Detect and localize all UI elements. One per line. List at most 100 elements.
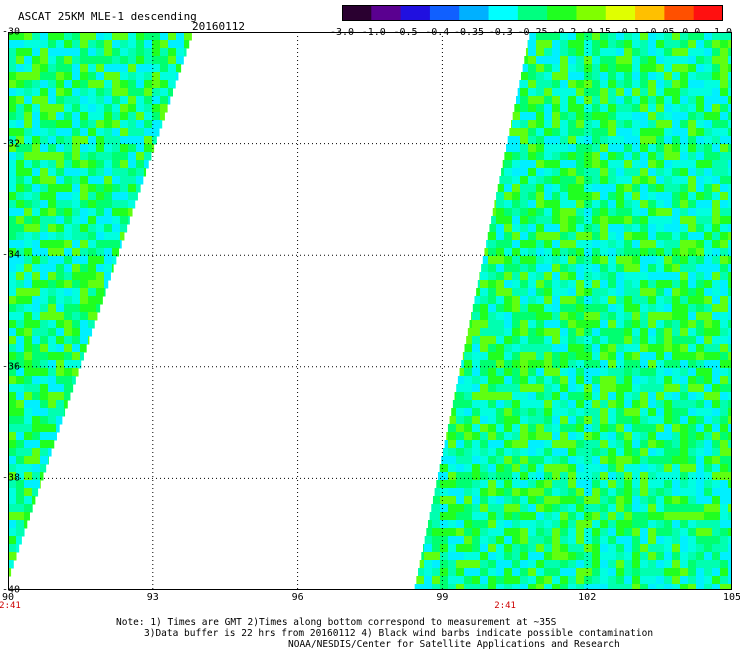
swath-cell — [32, 72, 41, 81]
swath-cell — [648, 232, 657, 241]
swath-cell — [608, 304, 617, 313]
swath-cell — [88, 296, 97, 305]
swath-cell — [616, 392, 625, 401]
swath-cell — [496, 192, 505, 201]
swath-cell — [456, 456, 465, 465]
swath-cell — [426, 528, 433, 537]
swath-cell — [624, 184, 633, 193]
swath-cell — [624, 216, 633, 225]
swath-cell — [696, 136, 705, 145]
swath-cell — [720, 208, 729, 217]
swath-cell — [128, 128, 137, 137]
swath-cell — [536, 464, 545, 473]
swath-cell — [656, 232, 665, 241]
swath-cell — [104, 56, 113, 65]
swath-cell — [464, 360, 473, 369]
swath-cell — [8, 392, 17, 401]
swath-cell — [24, 56, 33, 65]
swath-cell — [120, 184, 129, 193]
swath-cell — [517, 88, 521, 97]
swath-cell — [672, 336, 681, 345]
swath-cell — [72, 376, 76, 385]
swath-cell — [584, 496, 593, 505]
swath-cell — [656, 304, 665, 313]
swath-cell — [520, 440, 529, 449]
swath-cell — [536, 208, 545, 217]
swath-cell — [8, 192, 17, 201]
longitude-label: 93 — [146, 592, 159, 603]
swath-cell — [48, 200, 57, 209]
swath-cell — [704, 248, 713, 257]
swath-cell — [536, 488, 545, 497]
swath-cell — [536, 112, 545, 121]
swath-cell — [16, 472, 25, 481]
swath-cell — [688, 32, 697, 41]
swath-cell — [424, 584, 433, 590]
swath-cell — [104, 88, 113, 97]
colorbar-swatch — [605, 5, 636, 21]
colorbar — [342, 5, 723, 21]
swath-cell — [600, 160, 609, 169]
swath-cell — [48, 392, 57, 401]
swath-cell — [592, 48, 601, 57]
swath-cell — [696, 512, 705, 521]
swath-cell — [152, 96, 161, 105]
swath-cell — [120, 216, 129, 225]
swath-cell — [712, 176, 721, 185]
swath-cell — [32, 448, 41, 457]
swath-cell — [608, 48, 617, 57]
swath-cell — [64, 328, 73, 337]
swath-cell — [584, 328, 593, 337]
swath-cell — [144, 56, 153, 65]
swath-cell — [688, 528, 697, 537]
swath-cell — [40, 176, 49, 185]
swath-cell — [696, 488, 705, 497]
swath-cell — [96, 280, 105, 289]
swath-cell — [552, 488, 561, 497]
swath-cell — [688, 304, 697, 313]
swath-cell — [480, 368, 489, 377]
swath-cell — [600, 336, 609, 345]
swath-cell — [496, 272, 505, 281]
swath-cell — [616, 48, 625, 57]
swath-cell — [40, 72, 49, 81]
swath-cell — [32, 88, 41, 97]
swath-cell — [704, 464, 713, 473]
swath-cell — [624, 136, 633, 145]
swath-cell — [552, 256, 561, 265]
swath-cell — [104, 104, 113, 113]
swath-cell — [16, 480, 25, 489]
swath-cell — [656, 392, 665, 401]
swath-cell — [8, 488, 17, 497]
swath-cell — [704, 232, 713, 241]
swath-cell — [40, 64, 49, 73]
swath-cell — [560, 200, 569, 209]
swath-cell — [96, 296, 103, 305]
swath-cell — [712, 576, 721, 585]
swath-cell — [592, 128, 601, 137]
longitude-label: 90 — [1, 592, 15, 603]
swath-cell — [680, 224, 689, 233]
swath-cell — [520, 560, 529, 569]
swath-cell — [32, 400, 41, 409]
swath-cell — [616, 424, 625, 433]
swath-cell — [96, 288, 105, 297]
swath-cell — [704, 416, 713, 425]
swath-cell — [696, 456, 705, 465]
swath-cell — [72, 296, 81, 305]
swath-cell — [608, 312, 617, 321]
swath-cell — [680, 456, 689, 465]
swath-cell — [616, 144, 625, 153]
swath-cell — [640, 568, 649, 577]
swath-cell — [528, 384, 537, 393]
swath-cell — [680, 72, 689, 81]
swath-cell — [72, 272, 81, 281]
swath-cell — [72, 384, 74, 393]
swath-cell — [584, 144, 593, 153]
swath-cell — [568, 456, 577, 465]
swath-cell — [704, 512, 713, 521]
swath-cell — [480, 328, 489, 337]
swath-cell — [672, 184, 681, 193]
swath-cell — [48, 152, 57, 161]
swath-cell — [16, 328, 25, 337]
